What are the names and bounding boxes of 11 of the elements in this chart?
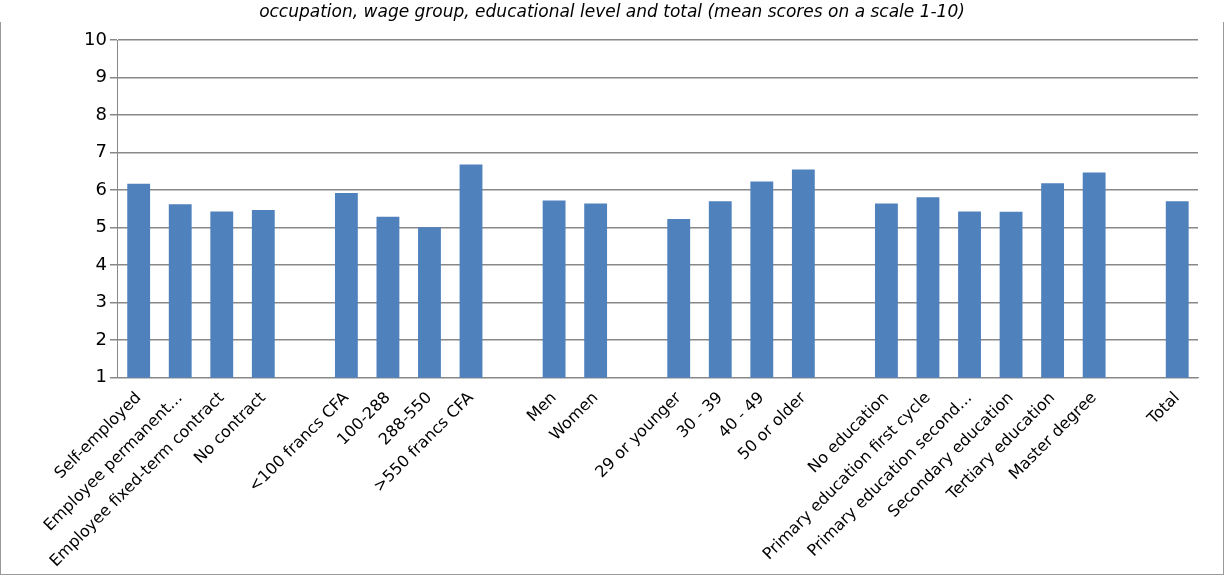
y-tick-label: 8 (95, 102, 107, 124)
chart-title: occupation, wage group, educational level and total (mean scores on a scale 1-10) (258, 0, 966, 22)
y-tick-label: 9 (95, 65, 107, 87)
y-tick-label: 1 (95, 365, 107, 387)
y-tick-label: 4 (95, 252, 107, 274)
y-tick-label: 10 (84, 27, 107, 49)
y-tick-label: 2 (95, 327, 107, 349)
y-tick-label: 5 (95, 215, 107, 237)
y-tick-label: 3 (95, 290, 107, 312)
y-tick-label: 7 (95, 140, 107, 162)
y-tick-label: 6 (95, 177, 107, 199)
